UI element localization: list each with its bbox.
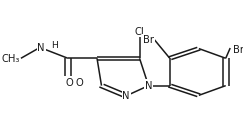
- Text: O: O: [75, 77, 83, 87]
- Text: CH₃: CH₃: [1, 54, 20, 64]
- Text: Cl: Cl: [135, 27, 144, 37]
- Text: N: N: [122, 91, 130, 100]
- Text: Br: Br: [233, 44, 243, 54]
- Text: N: N: [37, 43, 45, 53]
- Text: O: O: [65, 78, 73, 87]
- Text: H: H: [51, 41, 58, 50]
- Text: N: N: [145, 80, 152, 90]
- Text: Br: Br: [143, 35, 154, 45]
